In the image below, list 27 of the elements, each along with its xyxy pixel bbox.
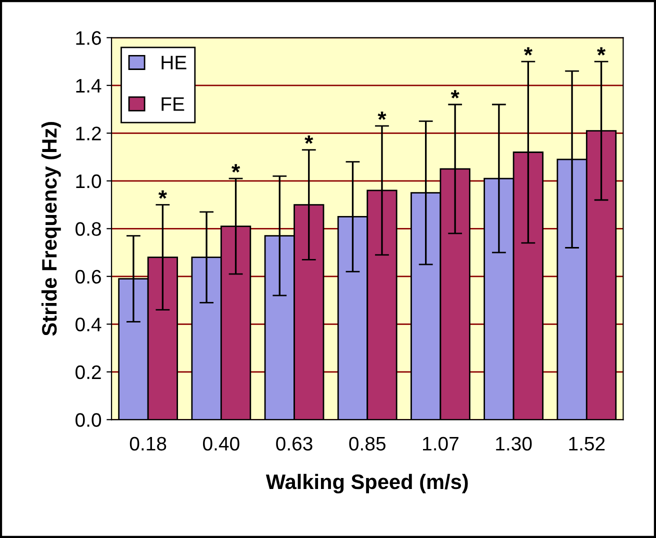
legend-label: HE — [162, 56, 186, 70]
y-tick-label: 1.0 — [76, 174, 102, 188]
y-tick-label: 0.8 — [76, 222, 101, 236]
x-tick-label: 1.07 — [423, 436, 458, 451]
x-tick-label: 0.18 — [130, 436, 166, 451]
x-tick-label: 1.30 — [496, 436, 532, 451]
y-tick-label: 1.4 — [76, 79, 102, 92]
annotation: * — [450, 90, 460, 98]
y-tick-label: 0.0 — [76, 413, 102, 427]
y-tick-label: 1.6 — [76, 31, 101, 45]
x-tick-label: 0.85 — [349, 436, 386, 451]
annotation: * — [378, 112, 386, 120]
annotation: * — [304, 136, 314, 144]
x-axis-title: Walking Speed (m/s) — [266, 474, 468, 494]
annotation: * — [597, 47, 606, 56]
annotation: * — [524, 47, 532, 56]
x-tick-label: 0.63 — [276, 436, 312, 451]
y-tick-label: 0.6 — [76, 270, 101, 284]
x-tick-label: 1.52 — [569, 436, 605, 451]
annotation: * — [158, 190, 167, 199]
x-tick-label: 0.40 — [203, 436, 240, 451]
y-tick-label: 0.2 — [76, 365, 101, 380]
y-tick-label: 0.4 — [76, 318, 102, 332]
y-axis-title: Stride Frequency (Hz) — [41, 122, 61, 336]
legend-label: FE — [162, 97, 184, 111]
y-tick-label: 1.2 — [76, 126, 101, 140]
annotation: * — [232, 164, 240, 172]
